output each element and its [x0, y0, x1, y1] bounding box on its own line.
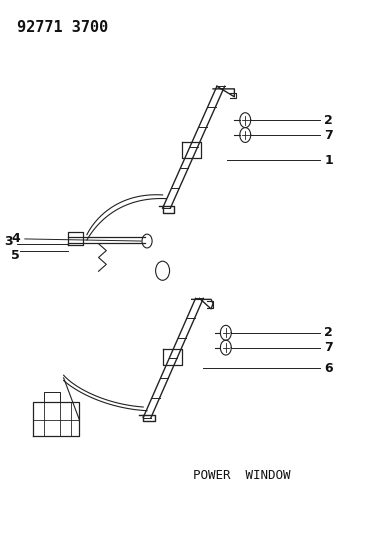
Text: 1: 1	[325, 154, 333, 167]
Text: 7: 7	[325, 341, 333, 354]
Text: 4: 4	[11, 232, 20, 245]
Text: 2: 2	[325, 326, 333, 340]
Text: 2: 2	[325, 114, 333, 127]
Text: POWER  WINDOW: POWER WINDOW	[194, 470, 291, 482]
Text: 6: 6	[325, 362, 333, 375]
Text: 7: 7	[325, 128, 333, 141]
Text: 92771 3700: 92771 3700	[17, 20, 108, 35]
Text: 5: 5	[11, 249, 20, 262]
Text: 3: 3	[4, 235, 13, 248]
